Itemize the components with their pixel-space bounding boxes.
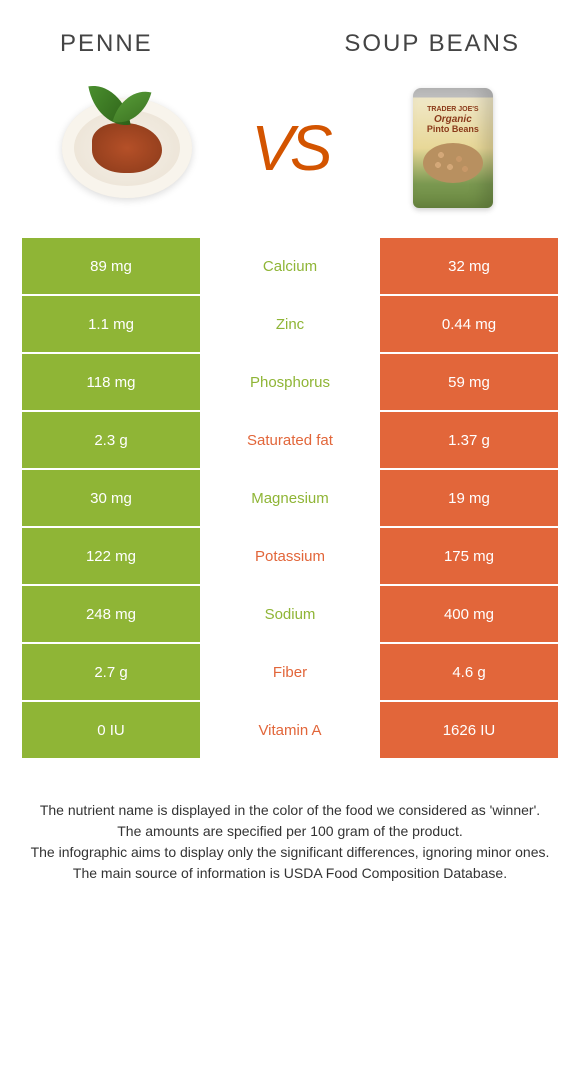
nutrient-label: Zinc	[200, 296, 380, 352]
nutrient-label: Calcium	[200, 238, 380, 294]
left-value: 1.1 mg	[22, 296, 200, 352]
table-row: 248 mgSodium400 mg	[22, 586, 558, 642]
vs-label: VS	[251, 111, 328, 185]
left-value: 248 mg	[22, 586, 200, 642]
right-food-title: SOUP BEANS	[344, 30, 520, 58]
left-value: 2.7 g	[22, 644, 200, 700]
table-row: 2.7 gFiber4.6 g	[22, 644, 558, 700]
can-product: Pinto Beans	[427, 125, 479, 135]
right-value: 175 mg	[380, 528, 558, 584]
left-food-title: PENNE	[60, 30, 153, 58]
footer-line: The nutrient name is displayed in the co…	[20, 800, 560, 821]
footer-line: The amounts are specified per 100 gram o…	[20, 821, 560, 842]
right-value: 1626 IU	[380, 702, 558, 758]
left-value: 118 mg	[22, 354, 200, 410]
table-row: 30 mgMagnesium19 mg	[22, 470, 558, 526]
footer-line: The main source of information is USDA F…	[20, 863, 560, 884]
table-row: 2.3 gSaturated fat1.37 g	[22, 412, 558, 468]
nutrient-label: Saturated fat	[200, 412, 380, 468]
vs-row: VS TRADER JOE'S Organic Pinto Beans	[0, 68, 580, 238]
footer-line: The infographic aims to display only the…	[20, 842, 560, 863]
soup-beans-image: TRADER JOE'S Organic Pinto Beans	[383, 88, 523, 208]
right-value: 0.44 mg	[380, 296, 558, 352]
header: PENNE SOUP BEANS	[0, 0, 580, 68]
nutrient-label: Potassium	[200, 528, 380, 584]
table-row: 122 mgPotassium175 mg	[22, 528, 558, 584]
nutrient-label: Magnesium	[200, 470, 380, 526]
right-value: 32 mg	[380, 238, 558, 294]
left-value: 89 mg	[22, 238, 200, 294]
left-value: 0 IU	[22, 702, 200, 758]
can-brand: TRADER JOE'S	[427, 106, 478, 114]
nutrient-label: Sodium	[200, 586, 380, 642]
nutrient-label: Phosphorus	[200, 354, 380, 410]
left-value: 2.3 g	[22, 412, 200, 468]
right-value: 400 mg	[380, 586, 558, 642]
right-value: 1.37 g	[380, 412, 558, 468]
penne-image	[57, 88, 197, 208]
right-value: 19 mg	[380, 470, 558, 526]
left-value: 30 mg	[22, 470, 200, 526]
left-value: 122 mg	[22, 528, 200, 584]
footer-notes: The nutrient name is displayed in the co…	[0, 760, 580, 884]
table-row: 1.1 mgZinc0.44 mg	[22, 296, 558, 352]
nutrient-label: Fiber	[200, 644, 380, 700]
table-row: 0 IUVitamin A1626 IU	[22, 702, 558, 758]
right-value: 4.6 g	[380, 644, 558, 700]
table-row: 118 mgPhosphorus59 mg	[22, 354, 558, 410]
nutrient-label: Vitamin A	[200, 702, 380, 758]
table-row: 89 mgCalcium32 mg	[22, 238, 558, 294]
nutrition-table: 89 mgCalcium32 mg1.1 mgZinc0.44 mg118 mg…	[0, 238, 580, 758]
right-value: 59 mg	[380, 354, 558, 410]
